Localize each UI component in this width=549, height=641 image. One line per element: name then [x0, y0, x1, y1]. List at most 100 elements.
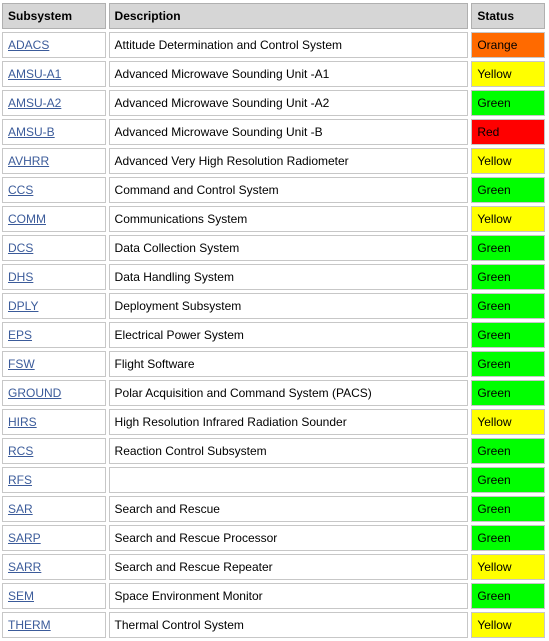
- table-row: AMSU-A1 Advanced Microwave Sounding Unit …: [2, 61, 545, 87]
- subsystem-cell: THERM: [2, 612, 106, 638]
- subsystem-cell: CCS: [2, 177, 106, 203]
- description-cell: Thermal Control System: [108, 612, 469, 638]
- subsystem-cell: SARR: [2, 554, 106, 580]
- subsystem-link[interactable]: AMSU-A2: [8, 96, 62, 110]
- status-cell: Green: [471, 351, 545, 377]
- status-cell: Green: [471, 583, 545, 609]
- subsystem-link[interactable]: DHS: [8, 270, 34, 284]
- subsystem-link[interactable]: RFS: [8, 473, 32, 487]
- description-cell: Advanced Microwave Sounding Unit -B: [108, 119, 469, 145]
- subsystem-cell: AMSU-A2: [2, 90, 106, 116]
- table-row: AVHRR Advanced Very High Resolution Radio…: [2, 148, 545, 174]
- table-body: ADACS Attitude Determination and Control …: [2, 32, 545, 638]
- description-cell: High Resolution Infrared Radiation Sound…: [108, 409, 469, 435]
- subsystem-link[interactable]: THERM: [8, 618, 51, 632]
- subsystem-link[interactable]: FSW: [8, 357, 35, 371]
- subsystem-cell: DCS: [2, 235, 106, 261]
- status-cell: Green: [471, 380, 545, 406]
- subsystem-cell: RCS: [2, 438, 106, 464]
- status-cell: Red: [471, 119, 545, 145]
- description-cell: Advanced Microwave Sounding Unit -A1: [108, 61, 469, 87]
- subsystem-link[interactable]: AMSU-B: [8, 125, 55, 139]
- status-cell: Yellow: [471, 206, 545, 232]
- subsystem-link[interactable]: DPLY: [8, 299, 39, 313]
- table-row: SARR Search and Rescue Repeater Yellow: [2, 554, 545, 580]
- subsystem-link[interactable]: RCS: [8, 444, 34, 458]
- subsystem-link[interactable]: DCS: [8, 241, 34, 255]
- description-cell: Reaction Control Subsystem: [108, 438, 469, 464]
- status-cell: Green: [471, 90, 545, 116]
- status-cell: Green: [471, 322, 545, 348]
- table-row: AMSU-B Advanced Microwave Sounding Unit -…: [2, 119, 545, 145]
- status-cell: Green: [471, 293, 545, 319]
- description-cell: Advanced Very High Resolution Radiometer: [108, 148, 469, 174]
- description-cell: Search and Rescue Repeater: [108, 554, 469, 580]
- table-row: RFS Green: [2, 467, 545, 493]
- subsystem-link[interactable]: HIRS: [8, 415, 37, 429]
- subsystem-cell: SARP: [2, 525, 106, 551]
- header-subsystem: Subsystem: [2, 3, 106, 29]
- table-row: DPLY Deployment Subsystem Green: [2, 293, 545, 319]
- table-row: CCS Command and Control System Green: [2, 177, 545, 203]
- header-description: Description: [108, 3, 469, 29]
- subsystem-cell: DHS: [2, 264, 106, 290]
- subsystem-cell: DPLY: [2, 293, 106, 319]
- subsystem-cell: ADACS: [2, 32, 106, 58]
- status-cell: Green: [471, 177, 545, 203]
- description-cell: Search and Rescue: [108, 496, 469, 522]
- status-cell: Green: [471, 496, 545, 522]
- description-cell: [108, 467, 469, 493]
- subsystem-link[interactable]: SARR: [8, 560, 42, 574]
- subsystem-link[interactable]: ADACS: [8, 38, 50, 52]
- subsystem-cell: COMM: [2, 206, 106, 232]
- description-cell: Attitude Determination and Control Syste…: [108, 32, 469, 58]
- status-cell: Yellow: [471, 554, 545, 580]
- subsystem-link[interactable]: COMM: [8, 212, 46, 226]
- header-status: Status: [471, 3, 545, 29]
- subsystem-link[interactable]: AVHRR: [8, 154, 50, 168]
- subsystem-link[interactable]: SARP: [8, 531, 41, 545]
- description-cell: Advanced Microwave Sounding Unit -A2: [108, 90, 469, 116]
- description-cell: Search and Rescue Processor: [108, 525, 469, 551]
- description-cell: Electrical Power System: [108, 322, 469, 348]
- status-cell: Orange: [471, 32, 545, 58]
- status-cell: Yellow: [471, 148, 545, 174]
- table-row: HIRS High Resolution Infrared Radiation S…: [2, 409, 545, 435]
- subsystem-link[interactable]: EPS: [8, 328, 33, 342]
- status-cell: Yellow: [471, 409, 545, 435]
- description-cell: Deployment Subsystem: [108, 293, 469, 319]
- table-row: DHS Data Handling System Green: [2, 264, 545, 290]
- table-row: ADACS Attitude Determination and Control …: [2, 32, 545, 58]
- description-cell: Space Environment Monitor: [108, 583, 469, 609]
- status-cell: Green: [471, 525, 545, 551]
- subsystem-cell: HIRS: [2, 409, 106, 435]
- subsystem-link[interactable]: SEM: [8, 589, 35, 603]
- table-row: FSW Flight Software Green: [2, 351, 545, 377]
- table-row: SARP Search and Rescue Processor Green: [2, 525, 545, 551]
- description-cell: Polar Acquisition and Command System (PA…: [108, 380, 469, 406]
- description-cell: Data Handling System: [108, 264, 469, 290]
- subsystem-link[interactable]: CCS: [8, 183, 34, 197]
- subsystem-link[interactable]: AMSU-A1: [8, 67, 62, 81]
- table-header-row: Subsystem Description Status: [2, 3, 545, 29]
- subsystem-link[interactable]: GROUND: [8, 386, 62, 400]
- status-cell: Green: [471, 438, 545, 464]
- table-row: COMM Communications System Yellow: [2, 206, 545, 232]
- subsystem-cell: AVHRR: [2, 148, 106, 174]
- subsystem-cell: SAR: [2, 496, 106, 522]
- description-cell: Communications System: [108, 206, 469, 232]
- subsystem-cell: GROUND: [2, 380, 106, 406]
- subsystem-cell: AMSU-B: [2, 119, 106, 145]
- table-row: AMSU-A2 Advanced Microwave Sounding Unit …: [2, 90, 545, 116]
- table-row: SAR Search and Rescue Green: [2, 496, 545, 522]
- description-cell: Flight Software: [108, 351, 469, 377]
- description-cell: Command and Control System: [108, 177, 469, 203]
- table-row: THERM Thermal Control System Yellow: [2, 612, 545, 638]
- table-row: EPS Electrical Power System Green: [2, 322, 545, 348]
- description-cell: Data Collection System: [108, 235, 469, 261]
- table-row: DCS Data Collection System Green: [2, 235, 545, 261]
- subsystem-cell: SEM: [2, 583, 106, 609]
- table-row: RCS Reaction Control Subsystem Green: [2, 438, 545, 464]
- subsystem-link[interactable]: SAR: [8, 502, 33, 516]
